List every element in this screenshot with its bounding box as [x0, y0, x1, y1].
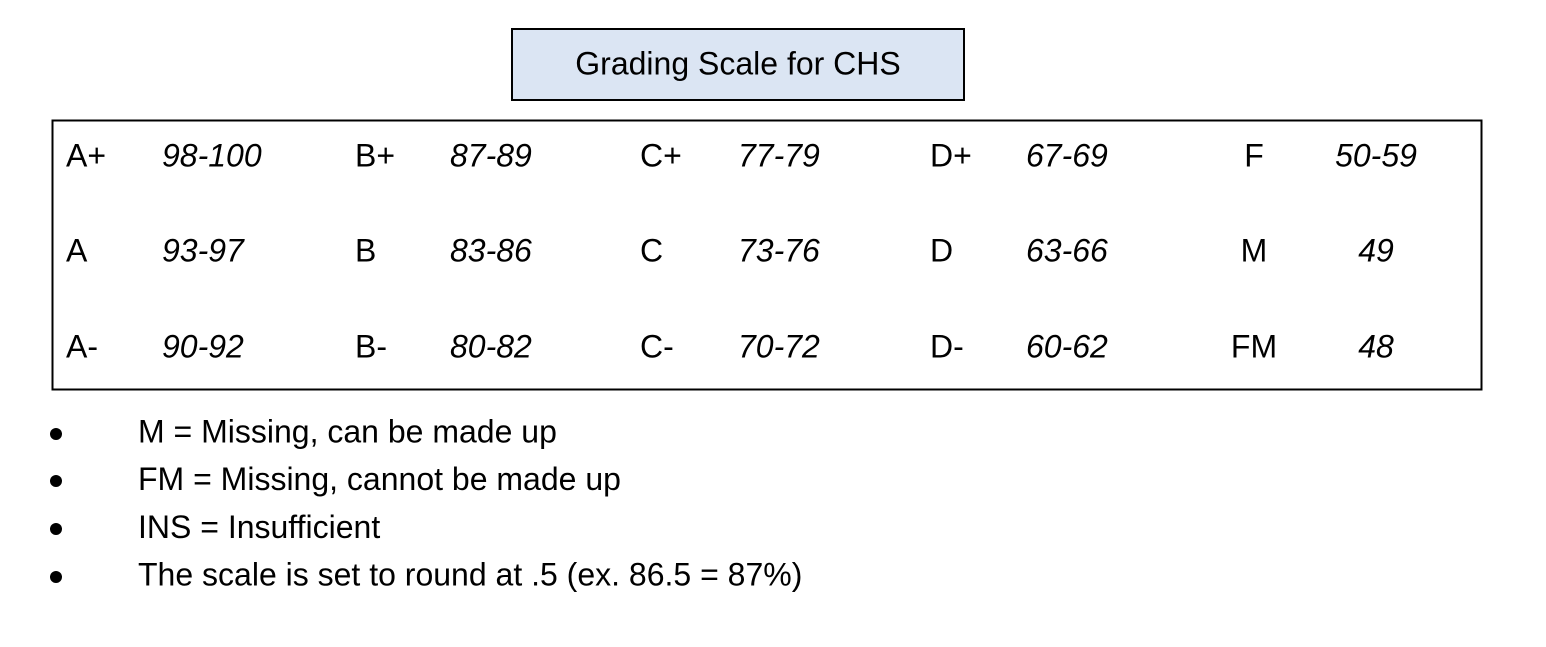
grade-letter: F	[1244, 137, 1264, 173]
bullet	[50, 523, 62, 535]
grade-letter: D-	[930, 328, 964, 364]
table-border	[51, 119, 1483, 391]
grade-letter: A-	[66, 328, 98, 364]
grade-range: 48	[1358, 328, 1394, 364]
bullet	[50, 571, 62, 583]
bullet	[50, 428, 62, 440]
grade-letter: A+	[66, 137, 106, 173]
grade-letter: M	[1241, 232, 1268, 268]
grade-letter: B-	[355, 328, 387, 364]
grade-letter: B	[355, 232, 376, 268]
grade-range: 90-92	[162, 328, 244, 364]
note: FM = Missing, cannot be made up	[138, 461, 621, 497]
grade-range: 70-72	[738, 328, 820, 364]
note: M = Missing, can be made up	[138, 413, 557, 449]
grade-range: 77-79	[738, 137, 820, 173]
grade-range: 80-82	[450, 328, 532, 364]
bullet-list	[50, 428, 62, 583]
grade-letter: D+	[930, 137, 972, 173]
note: The scale is set to round at .5 (ex. 86.…	[138, 557, 802, 593]
grade-range: 67-69	[1026, 137, 1108, 173]
title: Grading Scale for CHS	[575, 45, 900, 81]
grade-letter: D	[930, 232, 953, 268]
grade-range: 50-59	[1335, 137, 1417, 173]
grade-letter: FM	[1231, 328, 1277, 364]
note: INS = Insufficient	[138, 509, 380, 545]
grade-range: 93-97	[162, 232, 245, 268]
grade-letter: C+	[640, 137, 682, 173]
grade-letter: A	[66, 232, 88, 268]
grade-letter: B+	[355, 137, 395, 173]
grade-letter: C	[640, 232, 663, 268]
grade-range: 60-62	[1026, 328, 1108, 364]
title-box	[511, 28, 965, 101]
grade-range: 98-100	[162, 137, 262, 173]
grade-range: 87-89	[450, 137, 532, 173]
grade-range: 63-66	[1026, 232, 1108, 268]
bullet	[50, 475, 62, 487]
grade-range: 73-76	[738, 232, 820, 268]
grade-letter: C-	[640, 328, 674, 364]
grade-range: 49	[1358, 232, 1394, 268]
grade-range: 83-86	[450, 232, 532, 268]
